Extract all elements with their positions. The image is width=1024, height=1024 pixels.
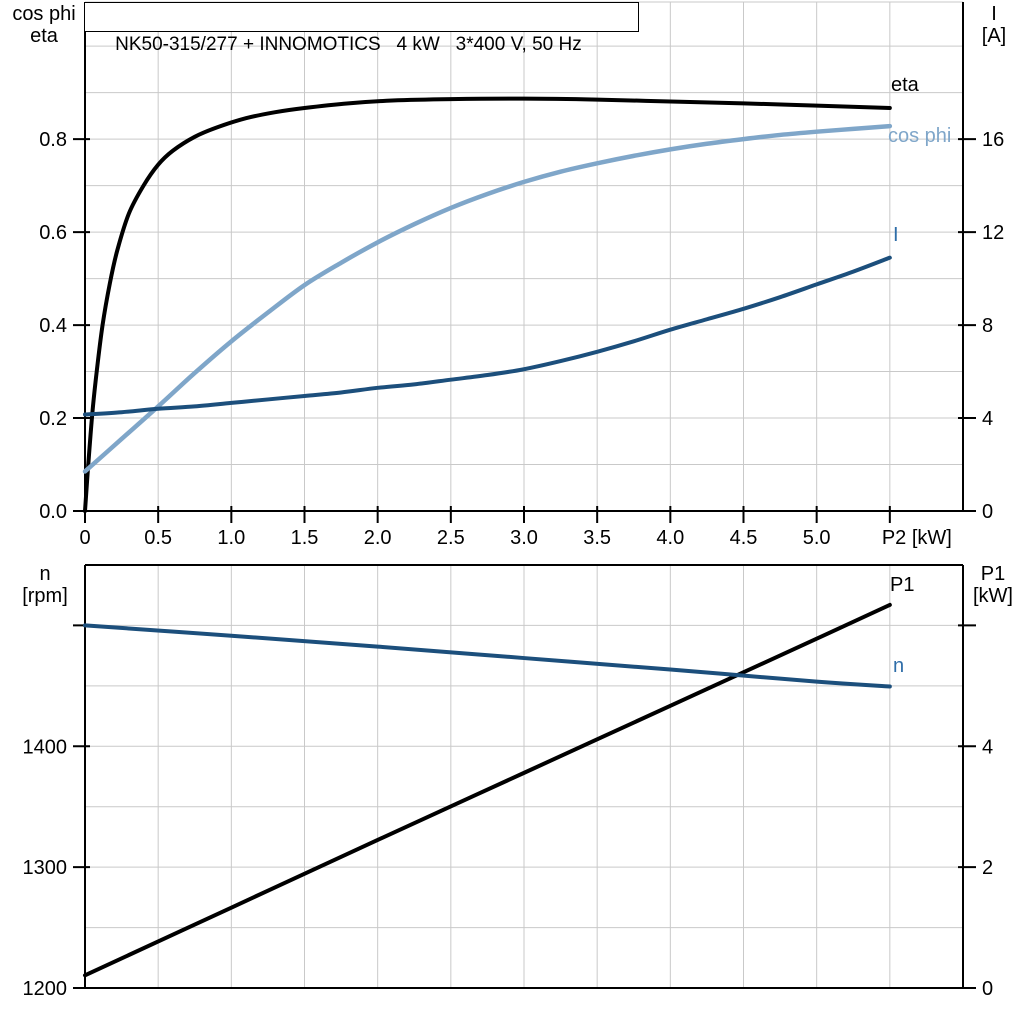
svg-text:2: 2 (982, 857, 993, 879)
svg-text:0: 0 (982, 978, 993, 1000)
svg-text:0.5: 0.5 (144, 527, 172, 549)
left-axis-title-top: cos phi eta (12, 3, 76, 47)
svg-text:0.2: 0.2 (39, 408, 67, 430)
eta-curve-label: eta (891, 74, 919, 96)
speed-curve-label: n (893, 655, 905, 677)
svg-text:4.5: 4.5 (730, 527, 758, 549)
cos-phi-curve-label: cos phi (888, 125, 952, 147)
chart-title-box: NK50-315/277 + INNOMOTICS 4 kW 3*400 V, … (84, 2, 639, 55)
svg-text:8: 8 (982, 315, 993, 337)
left-axis-title-bottom: n [rpm] (22, 563, 68, 607)
svg-text:0.0: 0.0 (39, 501, 67, 523)
svg-text:0: 0 (79, 527, 90, 549)
svg-text:4: 4 (982, 736, 993, 758)
series-cos-phi (82, 123, 893, 474)
svg-text:2.0: 2.0 (364, 527, 392, 549)
series-n (83, 623, 892, 689)
right-axis-title-bottom: P1 [kW] (973, 563, 1013, 607)
svg-text:3.0: 3.0 (510, 527, 538, 549)
series-eta (83, 96, 892, 513)
svg-text:5.0: 5.0 (803, 527, 831, 549)
svg-text:3.5: 3.5 (583, 527, 611, 549)
svg-text:4: 4 (982, 408, 993, 430)
svg-text:1.5: 1.5 (291, 527, 319, 549)
current-curve-label: I (893, 224, 899, 246)
svg-text:4.0: 4.0 (656, 527, 684, 549)
svg-text:0: 0 (982, 501, 993, 523)
right-axis-title-top: I [A] (981, 3, 1007, 47)
svg-text:1.0: 1.0 (217, 527, 245, 549)
svg-text:0.8: 0.8 (39, 129, 67, 151)
chart-title: NK50-315/277 + INNOMOTICS 4 kW 3*400 V, … (115, 34, 582, 55)
svg-text:0.4: 0.4 (39, 315, 67, 337)
series-i (83, 255, 892, 417)
svg-text:16: 16 (982, 129, 1004, 151)
svg-text:12: 12 (982, 222, 1004, 244)
svg-text:1400: 1400 (23, 736, 68, 758)
p1-curve-label: P1 (890, 574, 915, 596)
svg-text:P2 [kW]: P2 [kW] (882, 527, 952, 549)
svg-text:1200: 1200 (23, 978, 68, 1000)
svg-text:1300: 1300 (23, 857, 68, 879)
svg-text:2.5: 2.5 (437, 527, 465, 549)
series-p1 (83, 602, 892, 978)
svg-text:0.6: 0.6 (39, 222, 67, 244)
